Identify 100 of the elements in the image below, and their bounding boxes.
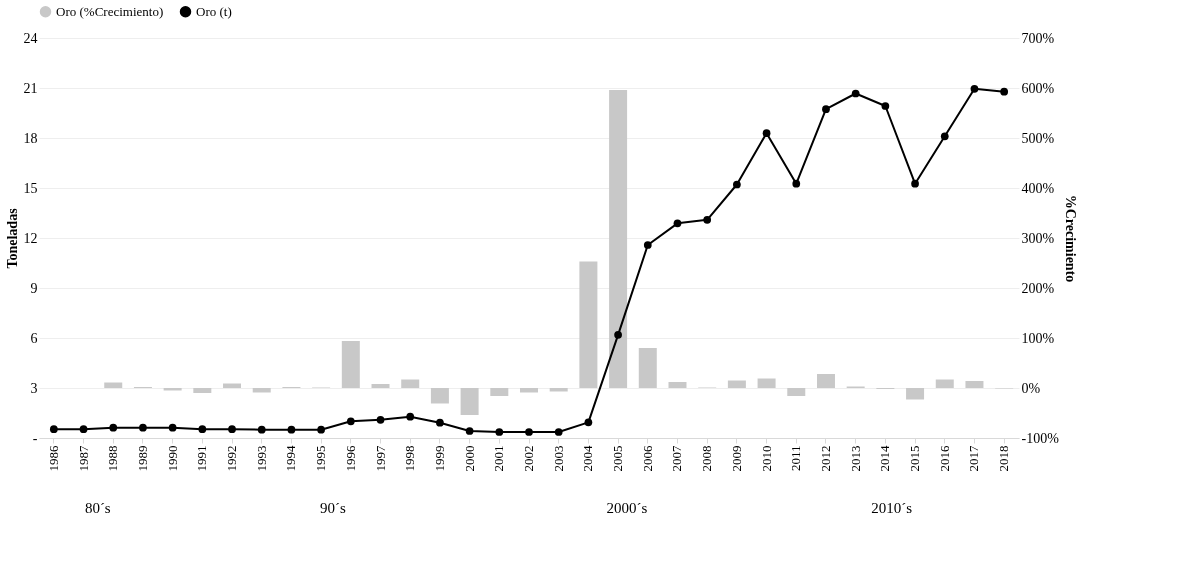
bar: [668, 382, 687, 388]
bar: [816, 374, 835, 388]
y2-tick-label: 500%: [1021, 130, 1055, 146]
point: [49, 425, 58, 434]
y-tick-label: 12: [23, 230, 38, 246]
y-tick-label: 21: [23, 80, 38, 96]
bar: [579, 261, 598, 388]
x-tick-label: 1990: [164, 445, 180, 472]
x-tick-label: 2007: [669, 445, 685, 472]
point: [703, 215, 712, 224]
text: 2000´s: [606, 500, 648, 516]
y2-tick-label: 0%: [1021, 380, 1041, 396]
x-tick-label: 2013: [847, 445, 863, 472]
x-tick-label: 2016: [936, 445, 952, 472]
y-tick-label: 15: [23, 180, 38, 196]
point: [525, 428, 533, 436]
point: [346, 417, 355, 426]
y2-axis-title: %Crecimiento: [1062, 194, 1078, 283]
x-tick-label: 2011: [788, 445, 804, 472]
y-tick-label: 18: [23, 130, 38, 146]
point: [911, 179, 919, 188]
bar: [520, 388, 538, 393]
bar: [490, 388, 509, 396]
bar: [193, 388, 212, 393]
x-tick-label: 2017: [966, 445, 982, 472]
bar: [371, 384, 390, 388]
point: [673, 219, 682, 228]
text: 80´s: [84, 500, 111, 516]
point: [436, 418, 444, 427]
point: [940, 132, 949, 141]
x-tick-label: 1994: [283, 445, 299, 472]
point: [851, 89, 860, 98]
point: [881, 102, 890, 110]
point: [554, 428, 563, 436]
x-tick-label: 2000: [461, 445, 477, 472]
bar: [460, 388, 479, 415]
point: [109, 423, 118, 432]
bar: [727, 380, 746, 388]
point: [495, 428, 504, 436]
x-tick-label: 1989: [134, 445, 150, 472]
x-tick-label: 2002: [521, 445, 536, 472]
x-tick-label: 2014: [877, 445, 893, 472]
y-tick-label: 3: [30, 380, 38, 396]
x-tick-label: 1999: [431, 445, 447, 472]
bar: [430, 388, 449, 404]
point: [1000, 87, 1009, 96]
x-tick-label: 2008: [699, 445, 715, 472]
point: [287, 425, 296, 434]
point: [79, 425, 88, 434]
text: 90´s: [320, 500, 347, 516]
point: [614, 330, 622, 339]
y-tick-label: 24: [23, 30, 38, 46]
point: [465, 427, 474, 435]
point: [584, 418, 593, 427]
y2-tick-label: -100%: [1021, 430, 1060, 446]
x-tick-label: 2004: [580, 445, 596, 472]
bar: [252, 388, 271, 393]
x-tick-label: 1992: [224, 445, 240, 472]
point: [317, 425, 325, 434]
y-tick-label: 9: [30, 280, 38, 296]
x-tick-label: 1995: [313, 445, 329, 472]
y2-tick-label: 200%: [1021, 280, 1055, 296]
text: 2010´s: [871, 500, 913, 516]
x-tick-label: 1991: [194, 445, 210, 472]
bar: [638, 348, 657, 388]
x-tick-label: 2015: [907, 445, 923, 472]
bar: [163, 388, 182, 391]
legend-label: Oro (t): [196, 3, 232, 19]
bar: [935, 379, 954, 388]
bar: [906, 388, 925, 400]
y-tick-label: -: [32, 430, 38, 446]
y2-tick-label: 600%: [1021, 80, 1055, 96]
x-tick-label: 2010: [758, 445, 774, 472]
bar: [965, 381, 984, 388]
bar: [609, 90, 628, 388]
x-tick-label: 1997: [372, 445, 388, 472]
x-tick-label: 1988: [105, 445, 121, 472]
bar: [549, 388, 568, 392]
legend-label: Oro (%Crecimiento): [56, 3, 164, 19]
x-tick-label: 2003: [550, 445, 566, 472]
point: [970, 84, 979, 93]
point: [643, 241, 652, 249]
y2-tick-label: 700%: [1021, 30, 1055, 46]
x-tick-label: 2005: [610, 445, 626, 472]
x-tick-label: 1998: [402, 445, 418, 472]
y2-tick-label: 100%: [1021, 330, 1055, 346]
x-tick-label: 1987: [75, 445, 91, 472]
x-tick-label: 2012: [817, 445, 833, 472]
point: [139, 423, 147, 432]
x-tick-label: 2001: [491, 445, 507, 472]
bar: [104, 382, 123, 388]
y-axis-title: Toneladas: [4, 207, 20, 269]
point: [198, 425, 207, 434]
x-tick-label: 2006: [639, 445, 655, 472]
point: [228, 425, 236, 434]
x-tick-label: 2009: [728, 445, 744, 472]
point: [406, 412, 415, 421]
x-tick-label: 1993: [253, 445, 269, 472]
y-tick-label: 6: [30, 330, 38, 346]
x-tick-label: 1996: [342, 445, 358, 472]
